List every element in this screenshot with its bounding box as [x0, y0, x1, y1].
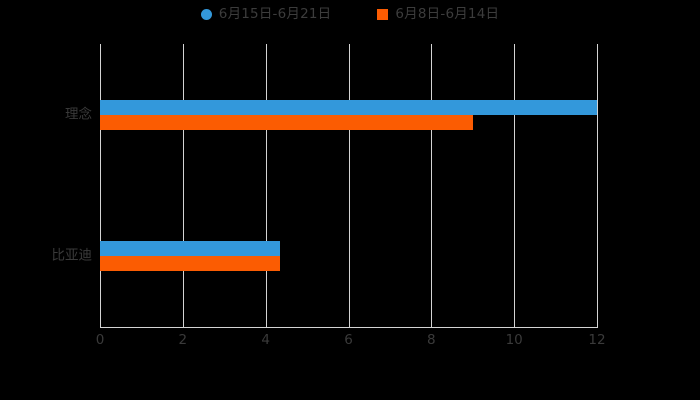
gridline-x-8	[431, 44, 433, 327]
bar-比亚迪-series-2[interactable]	[100, 256, 281, 272]
legend-label-series-2: 6月8日-6月14日	[395, 6, 500, 22]
bar-比亚迪-series-1[interactable]	[100, 241, 281, 257]
legend-item-series-1[interactable]: 6月15日-6月21日	[200, 6, 332, 22]
legend-square-marker-icon	[377, 9, 389, 21]
legend-circle-marker-icon	[200, 9, 212, 21]
gridline-x-6	[348, 44, 350, 327]
legend-label-series-1: 6月15日-6月21日	[218, 6, 332, 22]
x-axis-tick-label: 2	[178, 332, 188, 348]
plot-area	[100, 44, 598, 327]
x-axis-tick-label: 10	[505, 332, 523, 348]
y-axis-line	[100, 44, 101, 327]
bar-理念-series-1[interactable]	[100, 99, 597, 115]
x-axis-tick-label: 12	[588, 332, 606, 348]
x-axis-tick-label: 0	[95, 332, 105, 348]
y-axis-category-label: 比亚迪	[51, 247, 93, 264]
x-axis-tick-label: 6	[344, 332, 353, 348]
gridline-x-2	[182, 44, 184, 327]
y-axis-tick-labels: 理念比亚迪	[0, 0, 93, 400]
x-axis-tick-label: 8	[427, 332, 436, 348]
chart-legend: 6月15日-6月21日 6月8日-6月14日	[0, 6, 700, 22]
gridline-x-10	[514, 44, 516, 327]
legend-item-series-2[interactable]: 6月8日-6月14日	[377, 6, 500, 22]
gridline-x-4	[265, 44, 267, 327]
bar-理念-series-2[interactable]	[100, 114, 473, 130]
y-axis-category-label: 理念	[65, 106, 92, 122]
gridline-x-12	[597, 44, 598, 327]
x-axis-line	[100, 327, 598, 328]
x-axis-tick-label: 4	[261, 332, 270, 348]
